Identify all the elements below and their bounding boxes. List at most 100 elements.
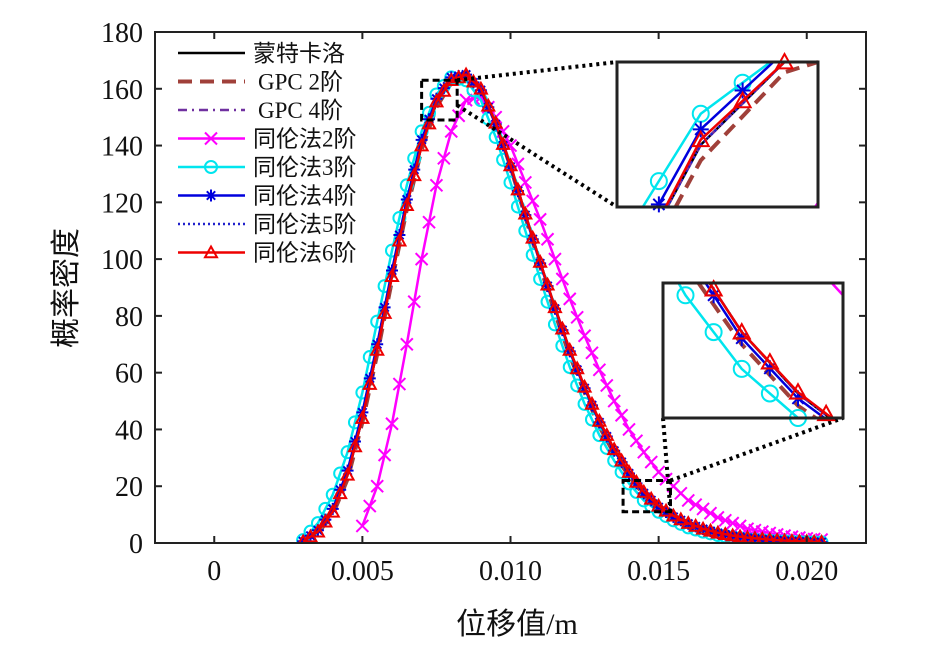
series-8-marker xyxy=(591,412,608,427)
connector-line xyxy=(456,60,618,83)
series-4-marker xyxy=(540,232,555,246)
series-8-marker xyxy=(687,517,704,532)
series-4-marker xyxy=(407,294,421,309)
series-layer xyxy=(296,66,829,543)
legend-label: 同伦法6阶 xyxy=(253,241,357,266)
series-4-marker xyxy=(422,215,436,229)
zoom-region-box xyxy=(420,78,459,122)
series-8-marker xyxy=(317,513,334,528)
series-8-marker xyxy=(525,229,541,244)
axes: 0 0.005 0.010 0.015 0.020 0 20 40 60 80 100 120 140 1… xyxy=(101,18,867,587)
series-5-marker xyxy=(676,286,695,305)
series-6-marker xyxy=(650,196,667,213)
series-8-marker xyxy=(510,181,526,196)
series-8-marker xyxy=(771,532,784,543)
series-8-marker xyxy=(465,73,482,88)
legend-item: 同伦法3阶 xyxy=(178,155,357,180)
series-8-marker xyxy=(554,320,571,335)
series-8-marker xyxy=(793,533,805,543)
series-line-2 xyxy=(673,60,819,208)
y-tick-label: 180 xyxy=(101,18,143,49)
connector-line xyxy=(661,417,673,512)
series-8-marker xyxy=(732,322,752,340)
series-8-marker xyxy=(710,524,726,539)
series-4-marker xyxy=(725,516,740,530)
legend-label: GPC 2阶 xyxy=(258,70,343,95)
series-8-marker xyxy=(532,253,548,268)
legend-item: GPC 2阶 xyxy=(178,70,343,95)
series-8-marker xyxy=(724,527,741,542)
series-8-marker xyxy=(473,80,489,95)
series-8-marker xyxy=(613,452,630,467)
legend-item: 蒙特卡洛 xyxy=(178,41,345,66)
series-8-marker xyxy=(788,382,808,400)
inset-plot xyxy=(641,51,820,213)
series-4-marker xyxy=(629,434,644,448)
series-line-4 xyxy=(830,282,844,297)
series-4-marker xyxy=(444,124,458,139)
series-4-marker xyxy=(570,310,584,325)
legend-label: 同伦法5阶 xyxy=(253,212,357,237)
series-4-marker xyxy=(533,212,547,227)
series-8-marker xyxy=(539,276,556,291)
series-4-marker xyxy=(555,272,570,286)
series-8-marker xyxy=(636,483,652,498)
series-8-marker xyxy=(717,526,733,540)
series-4-marker xyxy=(614,408,629,422)
series-8-marker xyxy=(436,82,452,97)
legend-item: 同伦法2阶 xyxy=(178,127,357,152)
series-6-marker xyxy=(452,70,465,83)
series-4-marker xyxy=(563,292,577,306)
series-8-marker xyxy=(339,466,356,481)
series-8-marker xyxy=(695,520,711,535)
series-6-marker xyxy=(437,82,450,95)
inset-background xyxy=(617,62,818,207)
series-8-marker xyxy=(816,403,836,422)
series-4-marker xyxy=(607,394,621,408)
series-8-marker xyxy=(354,410,371,424)
legend-marker xyxy=(204,131,218,146)
series-8-marker xyxy=(755,530,769,543)
y-tick-label: 80 xyxy=(115,302,143,333)
series-4-marker xyxy=(511,157,525,171)
series-8-marker xyxy=(680,515,696,529)
series-8-marker xyxy=(747,530,762,543)
series-4-marker xyxy=(363,499,377,513)
series-8-marker xyxy=(643,490,659,505)
insets xyxy=(420,51,845,514)
series-4-marker xyxy=(688,497,703,512)
series-4-marker xyxy=(681,493,695,508)
legend-item: GPC 4阶 xyxy=(178,98,343,123)
series-4-marker xyxy=(733,519,747,533)
series-8-marker xyxy=(384,268,400,282)
series-4-marker xyxy=(585,346,599,360)
series-8-marker xyxy=(517,205,534,220)
series-6-marker xyxy=(445,71,458,84)
legend-item: 同伦法5阶 xyxy=(178,212,357,237)
x-tick-label: 0.015 xyxy=(627,556,690,587)
inset-plot xyxy=(676,279,844,427)
series-5-marker xyxy=(760,384,779,403)
series-5-marker xyxy=(704,323,723,342)
legend-item: 同伦法4阶 xyxy=(178,184,357,209)
series-8-marker xyxy=(369,341,385,356)
series-8-marker xyxy=(763,531,777,543)
x-tick-label: 0 xyxy=(207,556,221,587)
x-axis-label: 位移值/m xyxy=(456,608,578,641)
series-4-marker xyxy=(385,417,399,431)
y-tick-label: 60 xyxy=(115,359,143,390)
y-tick-label: 40 xyxy=(115,415,143,446)
series-5-marker xyxy=(649,172,668,191)
series-4-marker xyxy=(592,363,607,377)
series-5-marker xyxy=(732,359,751,378)
series-line-8 xyxy=(664,61,786,208)
series-8-marker xyxy=(406,167,422,182)
series-line-5 xyxy=(641,60,772,208)
series-4-marker xyxy=(622,422,636,437)
series-4-marker xyxy=(703,506,718,520)
series-8-marker xyxy=(576,378,593,393)
y-tick-label: 0 xyxy=(129,529,143,560)
x-tick-label: 0.010 xyxy=(479,556,542,587)
series-4-marker xyxy=(526,194,540,208)
series-4-marker xyxy=(637,445,651,459)
